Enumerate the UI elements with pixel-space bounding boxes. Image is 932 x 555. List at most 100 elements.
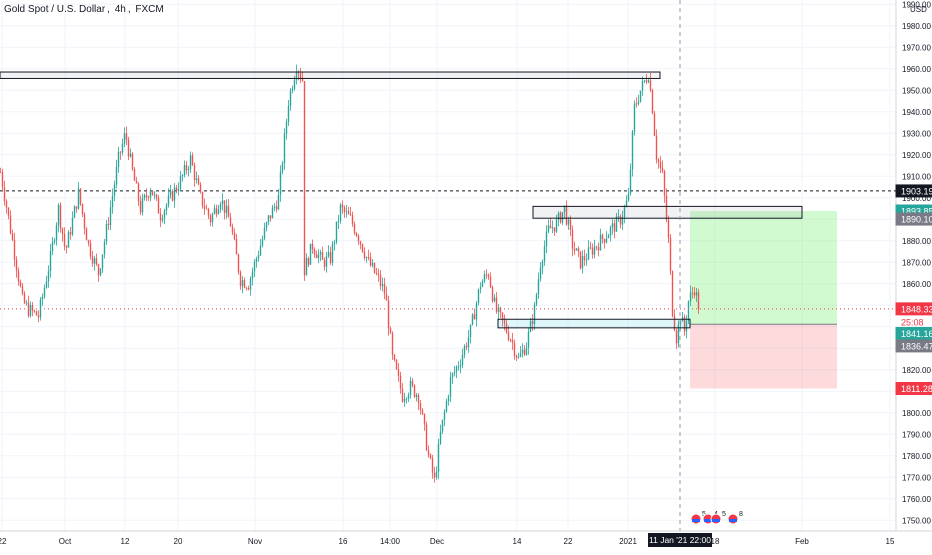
candle-body	[297, 71, 300, 74]
price-axis-bg	[896, 0, 932, 550]
candle	[41, 293, 44, 306]
candle-body	[383, 284, 386, 294]
candle-body	[359, 241, 362, 245]
candle-body	[655, 135, 658, 160]
candle	[609, 225, 612, 242]
candle	[247, 285, 250, 291]
candle-body	[103, 241, 106, 255]
candle-body	[283, 133, 286, 164]
candle	[645, 74, 648, 85]
candle-body	[309, 243, 312, 265]
candle	[563, 205, 566, 219]
candle	[259, 239, 262, 257]
candle-body	[101, 254, 104, 269]
candle-body	[301, 78, 304, 82]
candle	[595, 245, 598, 251]
candle-body	[611, 223, 614, 228]
price-tick-label: 1750.00	[902, 516, 931, 525]
price-label-text: 1841.16	[901, 329, 932, 339]
candle-body	[169, 191, 172, 196]
candle-body	[555, 219, 558, 232]
candle-body	[147, 196, 150, 198]
candle-body	[561, 212, 564, 223]
candle	[33, 309, 36, 313]
candle-body	[175, 187, 178, 191]
candle	[303, 81, 306, 282]
candle-body	[239, 272, 242, 287]
candle	[455, 365, 458, 379]
candle	[101, 254, 104, 274]
candle-body	[593, 246, 596, 255]
candle	[75, 206, 78, 213]
candle	[499, 306, 502, 318]
candle-body	[321, 252, 324, 260]
candle	[393, 353, 396, 362]
candle-body	[431, 458, 434, 473]
candle-body	[483, 274, 486, 282]
candle-body	[111, 195, 114, 208]
candle-body	[65, 246, 68, 248]
candle-body	[257, 255, 260, 259]
candle	[285, 118, 288, 140]
candle	[151, 190, 154, 196]
candle-body	[683, 317, 686, 332]
candle	[19, 279, 22, 288]
candle-body	[271, 207, 274, 219]
candle	[225, 199, 228, 219]
candle-body	[67, 232, 70, 248]
flag-stripe	[692, 519, 700, 522]
candle-body	[485, 274, 488, 276]
price-tick-label: 1930.00	[902, 129, 931, 138]
candle	[539, 262, 542, 282]
candle-body	[63, 233, 66, 247]
candle-body	[401, 388, 404, 402]
candle	[607, 233, 610, 239]
candle	[663, 169, 666, 203]
candle	[691, 287, 694, 299]
candle-body	[369, 257, 372, 266]
price-tick-label: 1940.00	[902, 108, 931, 117]
time-tick-label: 18	[711, 537, 720, 546]
time-tick-label: 12	[121, 537, 130, 546]
candle-body	[583, 256, 586, 261]
candle	[603, 238, 606, 249]
candle	[551, 220, 554, 234]
candle	[323, 257, 326, 271]
candle-body	[539, 267, 542, 280]
candle-body	[515, 355, 518, 358]
event-flag-icon: 5	[710, 511, 726, 525]
candle	[211, 212, 214, 227]
candle-body	[19, 281, 22, 287]
price-label-text: 25:08	[901, 318, 924, 328]
candle-body	[167, 195, 170, 205]
candle-body	[233, 232, 236, 240]
candle-body	[425, 424, 428, 451]
candle-body	[27, 302, 30, 316]
flag-count: 5	[722, 511, 726, 518]
candle	[425, 421, 428, 452]
candle	[313, 247, 316, 258]
candle	[493, 294, 496, 303]
candle-body	[643, 80, 646, 82]
candle	[307, 256, 310, 267]
candle	[187, 166, 190, 177]
candle-body	[187, 169, 190, 171]
price-tick-label: 1920.00	[902, 151, 931, 160]
candle	[183, 160, 186, 178]
candle-body	[123, 133, 126, 144]
candle-body	[145, 194, 148, 197]
candle	[125, 126, 128, 146]
candle-body	[589, 247, 592, 249]
candle	[491, 285, 494, 304]
candle-body	[69, 232, 72, 235]
candle-body	[465, 345, 468, 348]
candle	[163, 208, 166, 225]
time-axis-bg	[0, 531, 932, 550]
candle-body	[509, 339, 512, 341]
candle	[639, 90, 642, 103]
candle-body	[171, 191, 174, 201]
candle	[55, 222, 58, 246]
candle	[231, 223, 234, 236]
